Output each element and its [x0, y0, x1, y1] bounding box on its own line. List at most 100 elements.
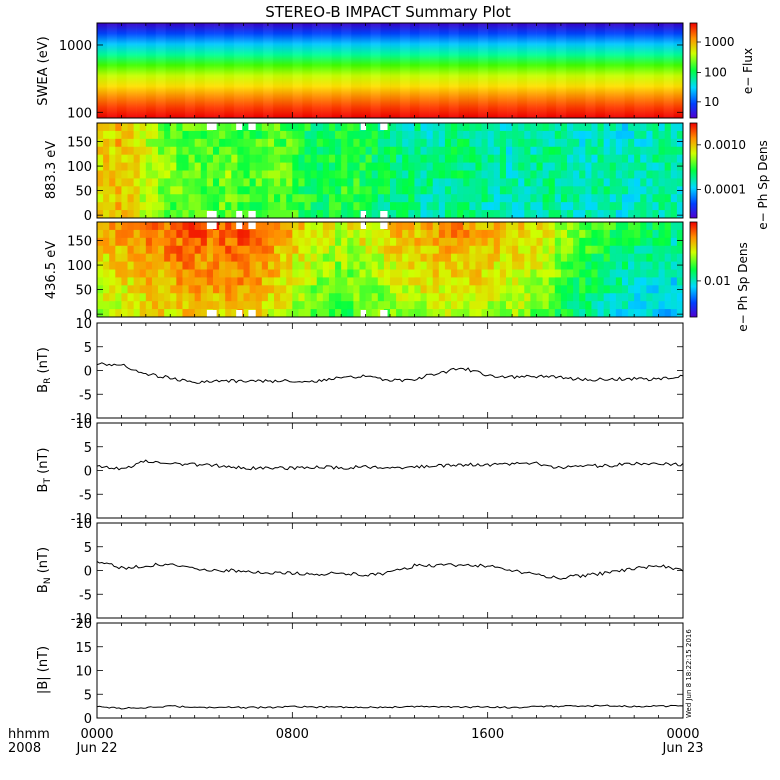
heatmap-cell: [603, 277, 611, 286]
heatmap-cell: [469, 229, 476, 239]
heatmap-cell: [145, 293, 153, 302]
swea-band: [526, 23, 537, 118]
heatmap-cell: [432, 202, 440, 211]
heatmap-cell: [457, 154, 464, 163]
heatmap-cell: [365, 229, 373, 239]
heatmap-cell: [182, 186, 189, 195]
heatmap-cell: [335, 170, 342, 179]
heatmap-cell: [512, 229, 519, 239]
heatmap-cell: [328, 130, 336, 140]
heatmap-cell: [469, 138, 476, 148]
heatmap-cell: [200, 222, 208, 231]
heatmap-cell: [420, 130, 428, 140]
heatmap-cell: [536, 202, 543, 211]
heatmap-cell: [499, 222, 507, 231]
heatmap-cell: [97, 210, 104, 219]
heatmap-cell: [469, 154, 476, 163]
heatmap-cell: [438, 186, 446, 195]
heatmap-cell: [603, 210, 611, 219]
heatmap-cell: [182, 237, 189, 247]
heatmap-cell: [145, 162, 153, 171]
heatmap-cell: [328, 285, 336, 294]
heatmap-cell: [280, 162, 287, 171]
heatmap-cell: [328, 237, 336, 247]
heatmap-cell: [377, 261, 385, 270]
heatmap-cell: [371, 293, 379, 302]
heatmap-cell: [103, 146, 110, 156]
heatmap-cell: [579, 253, 586, 262]
heatmap-cell: [182, 178, 189, 187]
heatmap-cell: [158, 222, 165, 231]
heatmap-cell: [573, 130, 580, 140]
heatmap-cell: [646, 245, 653, 255]
heatmap-cell: [316, 245, 324, 255]
heatmap-cell: [249, 162, 257, 171]
heatmap-cell: [255, 170, 263, 179]
heatmap-cell: [542, 245, 550, 255]
heatmap-cell: [176, 146, 183, 156]
heatmap-cell: [536, 130, 543, 140]
heatmap-cell: [347, 170, 354, 179]
heatmap-cell: [206, 130, 214, 140]
heatmap-cell: [188, 194, 196, 203]
heatmap-cell: [536, 285, 543, 294]
heatmap-cell: [597, 293, 605, 302]
heatmap-cell: [304, 301, 312, 310]
heatmap-cell: [469, 178, 476, 187]
heatmap-cell: [212, 253, 220, 262]
heatmap-cell: [188, 202, 196, 211]
heatmap-cell: [335, 229, 342, 239]
heatmap-cell: [127, 293, 135, 302]
heatmap-cell: [505, 154, 513, 163]
heatmap-cell: [151, 285, 159, 294]
heatmap-cell: [481, 277, 489, 286]
heatmap-cell: [176, 123, 183, 132]
heatmap-cell: [158, 130, 165, 140]
heatmap-cell: [103, 154, 110, 163]
heatmap-cell: [280, 170, 287, 179]
heatmap-cell: [444, 170, 452, 179]
heatmap-cell: [182, 229, 189, 239]
heatmap-cell: [139, 154, 147, 163]
panel-436ev: [96, 221, 684, 318]
heatmap-cell: [658, 293, 666, 302]
heatmap-cell: [377, 229, 385, 239]
heatmap-cell: [176, 186, 183, 195]
heatmap-cell: [219, 237, 226, 247]
heatmap-cell: [646, 154, 653, 163]
heatmap-cell: [304, 261, 312, 270]
heatmap-cell: [286, 285, 293, 294]
heatmap-cell: [170, 285, 177, 294]
heatmap-cell: [206, 245, 214, 255]
heatmap-cell: [469, 277, 476, 286]
heatmap-cell: [280, 154, 287, 163]
heatmap-cell: [231, 261, 238, 270]
heatmap-cell: [408, 178, 415, 187]
heatmap-cell: [463, 293, 470, 302]
heatmap-cell: [194, 162, 202, 171]
heatmap-cell: [292, 245, 299, 255]
heatmap-cell: [463, 123, 470, 132]
heatmap-cell: [432, 261, 440, 270]
heatmap-cell: [274, 178, 281, 187]
heatmap-cell: [347, 301, 354, 310]
heatmap-cell: [237, 253, 244, 262]
x-tick-label: 0000: [666, 727, 699, 742]
heatmap-cell: [310, 245, 318, 255]
heatmap-cell: [652, 162, 659, 171]
heatmap-cell: [274, 186, 281, 195]
heatmap-cell: [206, 277, 214, 286]
heatmap-cell: [310, 237, 318, 247]
heatmap-cell: [676, 210, 684, 219]
heatmap-cell: [182, 261, 189, 270]
heatmap-cell: [182, 162, 189, 171]
heatmap-cell: [158, 194, 165, 203]
heatmap-cell: [438, 154, 446, 163]
heatmap-cell: [170, 237, 177, 247]
heatmap-cell: [267, 186, 275, 195]
heatmap-cell: [292, 162, 299, 171]
heatmap-cell: [139, 237, 147, 247]
heatmap-cell: [188, 210, 196, 219]
heatmap-cell: [609, 130, 617, 140]
heatmap-cell: [396, 186, 403, 195]
